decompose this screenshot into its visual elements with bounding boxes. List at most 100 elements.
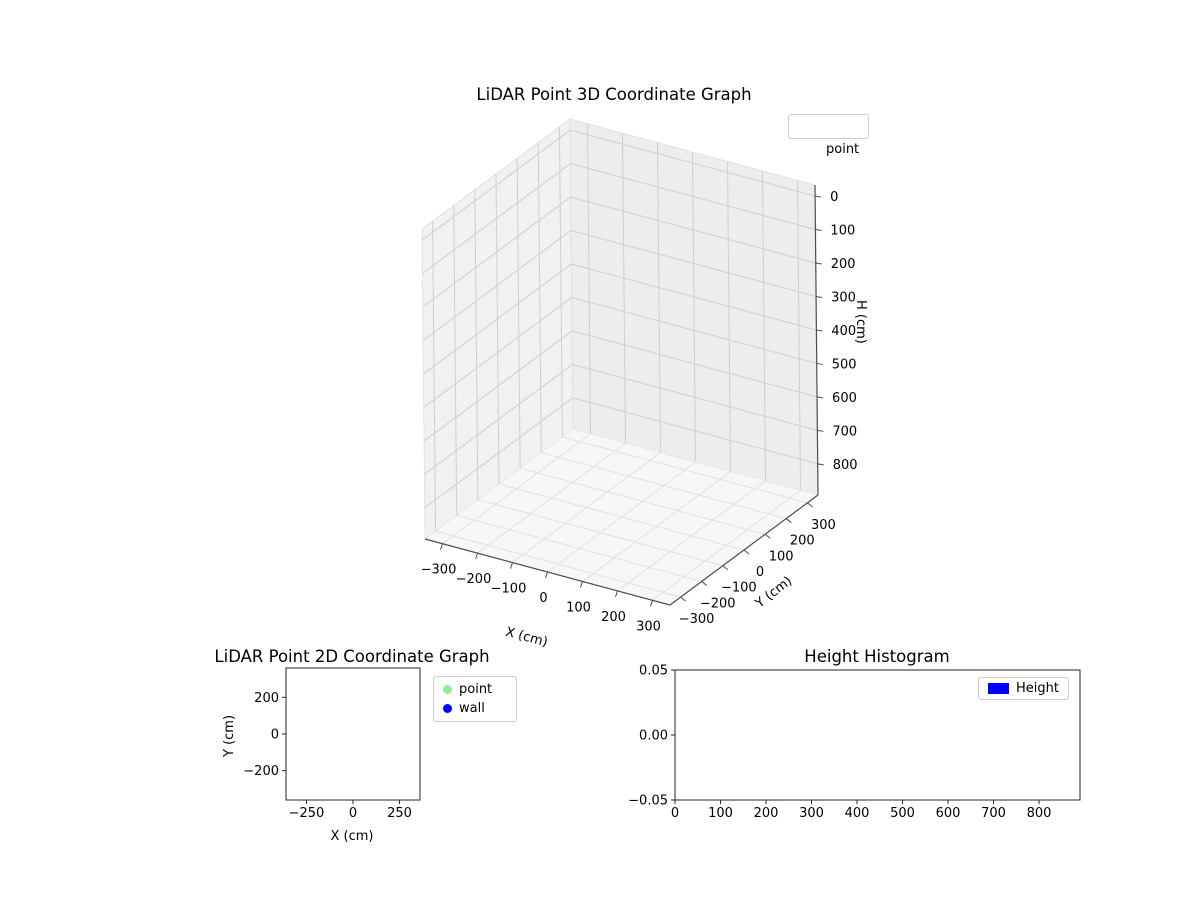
tick-label: −200 [243,764,279,779]
tick [615,590,618,598]
tick-label: 400 [845,806,870,821]
grid-line [453,205,458,516]
tick [764,533,771,539]
chart3d-legend: point [788,114,869,157]
tick [680,596,686,602]
grid-line [571,296,817,364]
grid-line [572,397,818,465]
tick [817,429,824,432]
tick-label: 700 [832,424,857,439]
tick-label: 500 [832,357,857,372]
tick-label: 200 [790,534,815,549]
grid-line [582,471,731,582]
tick-label: 300 [831,290,856,305]
grid-line [422,230,572,341]
tick-label: 0.05 [639,664,668,679]
tick [816,362,823,365]
grid-line [422,196,572,308]
hist-title: Height Histogram [804,647,950,666]
grid-line [442,433,591,545]
grid-line [652,489,801,601]
axes-frame-2d [285,667,421,801]
tick-label: −200 [456,572,492,587]
grid-line [617,480,766,592]
legend-label: wall [459,701,485,716]
tick-label: 600 [832,391,857,406]
grid-line [692,151,696,463]
grid-line [797,180,801,491]
z-axis-spine [814,184,819,496]
tick-label: −200 [700,596,736,611]
tick [743,549,750,555]
wall-marker-icon [443,704,452,713]
tick [815,195,822,198]
legend-label: point [826,142,860,157]
tick [701,581,708,586]
grid-line [572,363,818,431]
grid-line [727,161,731,472]
tick-label: −100 [491,582,527,597]
tick-label: −300 [679,612,715,627]
grid-line [569,129,816,197]
grid-line [570,196,816,264]
tick-label: 200 [754,806,779,821]
tick-label: 300 [799,806,824,821]
grid-line [424,363,573,475]
grid-line [477,442,626,554]
tick-label: 800 [1027,806,1052,821]
grid-line [422,163,571,274]
grid-line [423,330,573,442]
tick-label: −100 [721,581,757,596]
tick-label: 100 [769,549,794,564]
tick [816,396,824,399]
tick-label: −300 [421,563,457,578]
grid-line [762,170,766,481]
tick-label: 200 [831,257,856,272]
grid-line [537,142,542,453]
tick-label: 0 [671,806,679,821]
tick-label: 500 [890,806,915,821]
tick [785,518,792,523]
tick [807,502,813,508]
grid-line [558,126,563,437]
chart2d-title: LiDAR Point 2D Coordinate Graph [214,647,490,666]
legend-entry-point: point [434,680,516,699]
tick-label: −0.05 [628,794,668,809]
grid-line [423,263,572,375]
grid-line [474,189,479,500]
tick [510,562,513,569]
tick [475,552,478,560]
tick [722,565,729,571]
tick [545,571,548,579]
grid-line [587,123,591,434]
grid-line [512,452,661,563]
grid-line [516,158,521,469]
tick-label: 800 [833,458,858,473]
chart3d-title: LiDAR Point 3D Coordinate Graph [476,85,752,104]
tick-label: 300 [811,518,836,533]
grid-line [570,163,816,231]
chart2d-xaxis-label: X (cm) [330,829,374,844]
tick-label: 200 [601,610,626,625]
tick-label: 0 [756,565,764,580]
grid-line [421,129,571,241]
tick-label: −250 [289,806,325,821]
tick-label: 100 [830,224,855,239]
hist-legend: Height [978,677,1069,700]
tick [580,581,583,588]
legend-label: Height [1016,681,1059,696]
tick-label: 700 [981,806,1006,821]
tick-label: 0.00 [639,729,668,744]
grid-line [571,263,817,331]
legend-label: point [459,682,493,697]
tick-label: 250 [387,806,412,821]
grid-line [424,397,573,509]
tick [650,600,653,607]
legend-entry-wall: wall [434,699,516,718]
grid-line [571,330,818,398]
tick [440,543,443,550]
tick-label: 300 [636,619,661,634]
tick-label: 0 [539,591,547,606]
grid-line [495,173,500,485]
tick-label: 100 [566,600,591,615]
